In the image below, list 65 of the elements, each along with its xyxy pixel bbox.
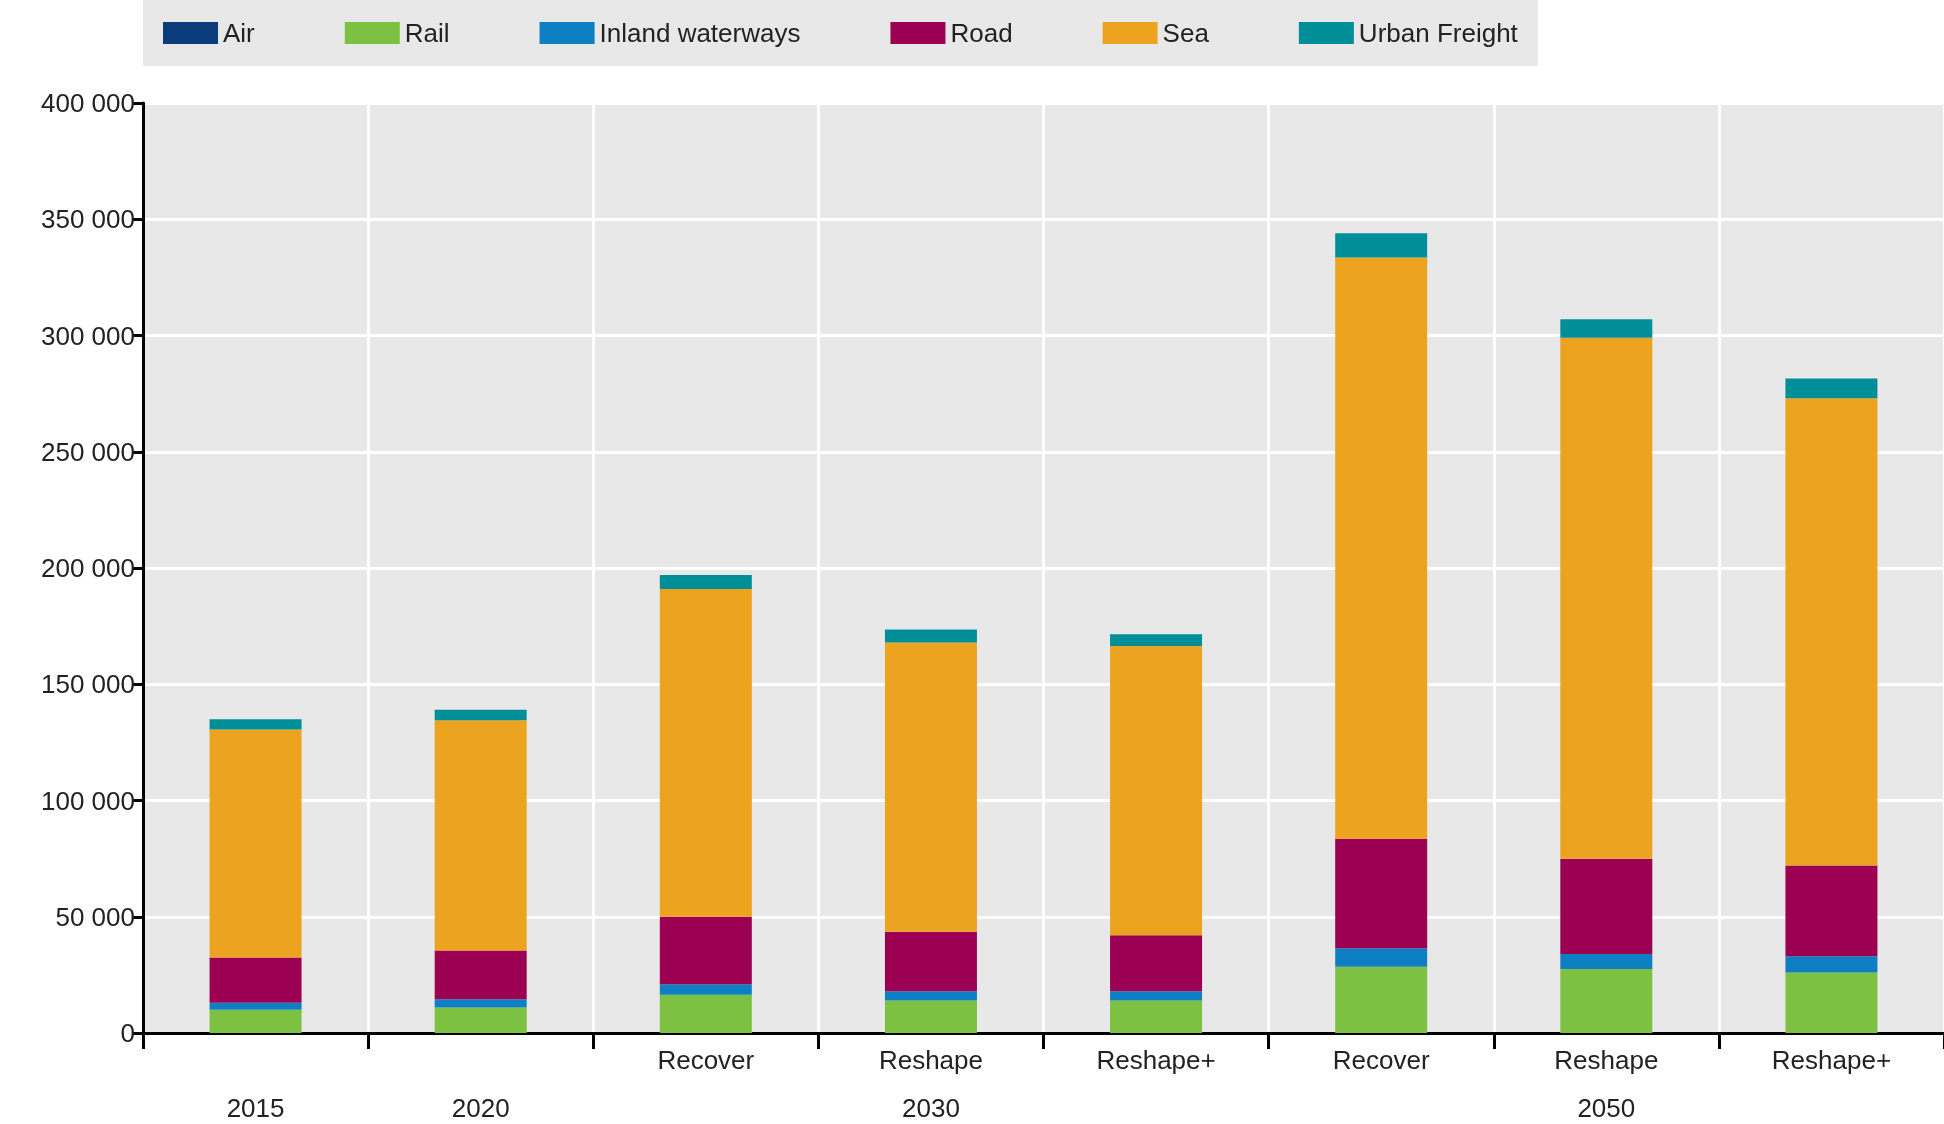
bar xyxy=(1560,319,1653,338)
y-tick-label: 100 000 xyxy=(41,785,135,816)
bar xyxy=(434,1007,527,1033)
bar xyxy=(1335,257,1428,839)
x-tick-label: Reshape xyxy=(878,1045,983,1075)
y-tick-label: 200 000 xyxy=(41,553,135,583)
bar xyxy=(1560,969,1653,1033)
y-tick-label: 50 000 xyxy=(55,901,135,932)
legend-label: Air xyxy=(223,18,256,48)
x-tick-label: Reshape+ xyxy=(1096,1045,1216,1075)
bar xyxy=(434,950,527,1000)
bar xyxy=(434,720,527,951)
bar xyxy=(659,984,752,995)
text: 2030 xyxy=(902,1093,960,1123)
bar xyxy=(1110,634,1203,646)
bar xyxy=(1785,378,1878,399)
bar xyxy=(209,719,302,730)
y-tick-label: 250 000 xyxy=(41,436,135,467)
x-tick-label: 2020 xyxy=(451,1093,510,1123)
bar xyxy=(1335,838,1428,949)
bar xyxy=(884,629,977,643)
bar xyxy=(659,574,752,589)
bar xyxy=(1785,398,1878,866)
bar xyxy=(1110,645,1203,936)
bar xyxy=(209,957,302,1003)
y-tick-label: 150 000 xyxy=(41,669,135,700)
bar xyxy=(1110,991,1203,1001)
bar xyxy=(1785,956,1878,973)
bar xyxy=(1335,233,1428,258)
x-tick-label: Recover xyxy=(1332,1045,1430,1075)
bar xyxy=(1560,858,1653,954)
y-tick-label: 300 000 xyxy=(41,320,135,351)
bar xyxy=(1560,953,1653,970)
bar xyxy=(1335,948,1428,967)
x-tick-label: Reshape+ xyxy=(1771,1045,1892,1075)
y-tick-label: 0 xyxy=(120,1018,135,1048)
legend-label: Rail xyxy=(404,18,450,48)
bar xyxy=(659,588,752,917)
bar xyxy=(659,916,752,985)
bar xyxy=(884,991,977,1001)
x-tick-label: Recover xyxy=(657,1045,755,1075)
bar xyxy=(1785,865,1878,957)
bar xyxy=(209,1009,302,1033)
x-tick-label: Reshape xyxy=(1554,1045,1659,1075)
bar xyxy=(1110,1000,1203,1033)
bar xyxy=(1560,337,1653,859)
legend-label: Sea xyxy=(1162,18,1210,48)
bar xyxy=(434,999,527,1008)
legend-label: Urban Freight xyxy=(1358,18,1519,48)
bar xyxy=(434,709,527,721)
legend-label: Road xyxy=(950,18,1013,48)
bar xyxy=(1110,935,1203,992)
bar xyxy=(1785,972,1878,1033)
bar xyxy=(1335,966,1428,1033)
bar xyxy=(209,1002,302,1010)
y-tick-label: 350 000 xyxy=(41,204,135,235)
bar xyxy=(884,931,977,992)
y-tick-label: 400 000 xyxy=(41,88,135,118)
x-tick-label: 2015 xyxy=(226,1093,285,1123)
bar xyxy=(884,1000,977,1033)
bar xyxy=(659,994,752,1033)
bar xyxy=(884,642,977,932)
bar xyxy=(209,729,302,958)
text: 2050 xyxy=(1577,1093,1636,1123)
legend-label: Inland waterways xyxy=(599,18,801,48)
